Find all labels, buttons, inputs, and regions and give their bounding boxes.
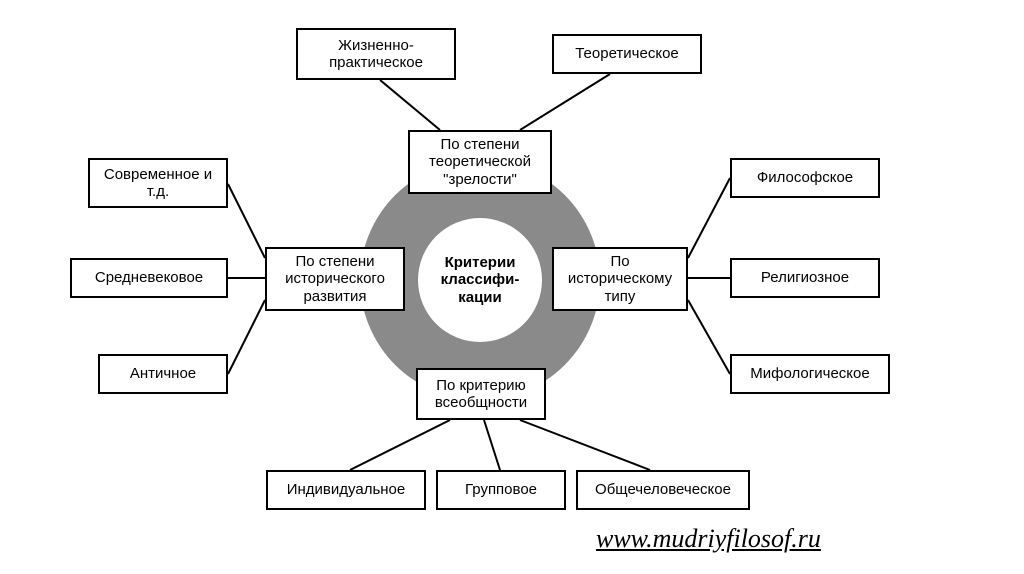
center-circle: Критерии классифи-кации (418, 218, 542, 342)
leaf-box-bottom-l2: Групповое (436, 470, 566, 510)
leaf-box-left-l2: Средневековое (70, 258, 228, 298)
leaf-box-top-l2: Теоретическое (552, 34, 702, 74)
leaf-box-bottom-l3: Общечеловеческое (576, 470, 750, 510)
leaf-box-right-l2: Религиозное (730, 258, 880, 298)
leaf-box-right-l1: Философское (730, 158, 880, 198)
criteria-box-left: По степени исторического развития (265, 247, 405, 311)
leaf-box-left-l1: Современное и т.д. (88, 158, 228, 208)
leaf-box-right-l3: Мифологическое (730, 354, 890, 394)
diagram-canvas: Критерии классифи-кации По степени теоре… (0, 0, 1024, 574)
leaf-box-top-l1: Жизненно-практическое (296, 28, 456, 80)
watermark: www.mudriyfilosof.ru (596, 524, 821, 554)
center-label: Критерии классифи-кации (418, 254, 542, 306)
leaf-box-left-l3: Античное (98, 354, 228, 394)
criteria-box-right: По историческому типу (552, 247, 688, 311)
criteria-box-bottom: По критерию всеобщности (416, 368, 546, 420)
leaf-box-bottom-l1: Индивидуальное (266, 470, 426, 510)
criteria-box-top: По степени теоретической "зрелости" (408, 130, 552, 194)
